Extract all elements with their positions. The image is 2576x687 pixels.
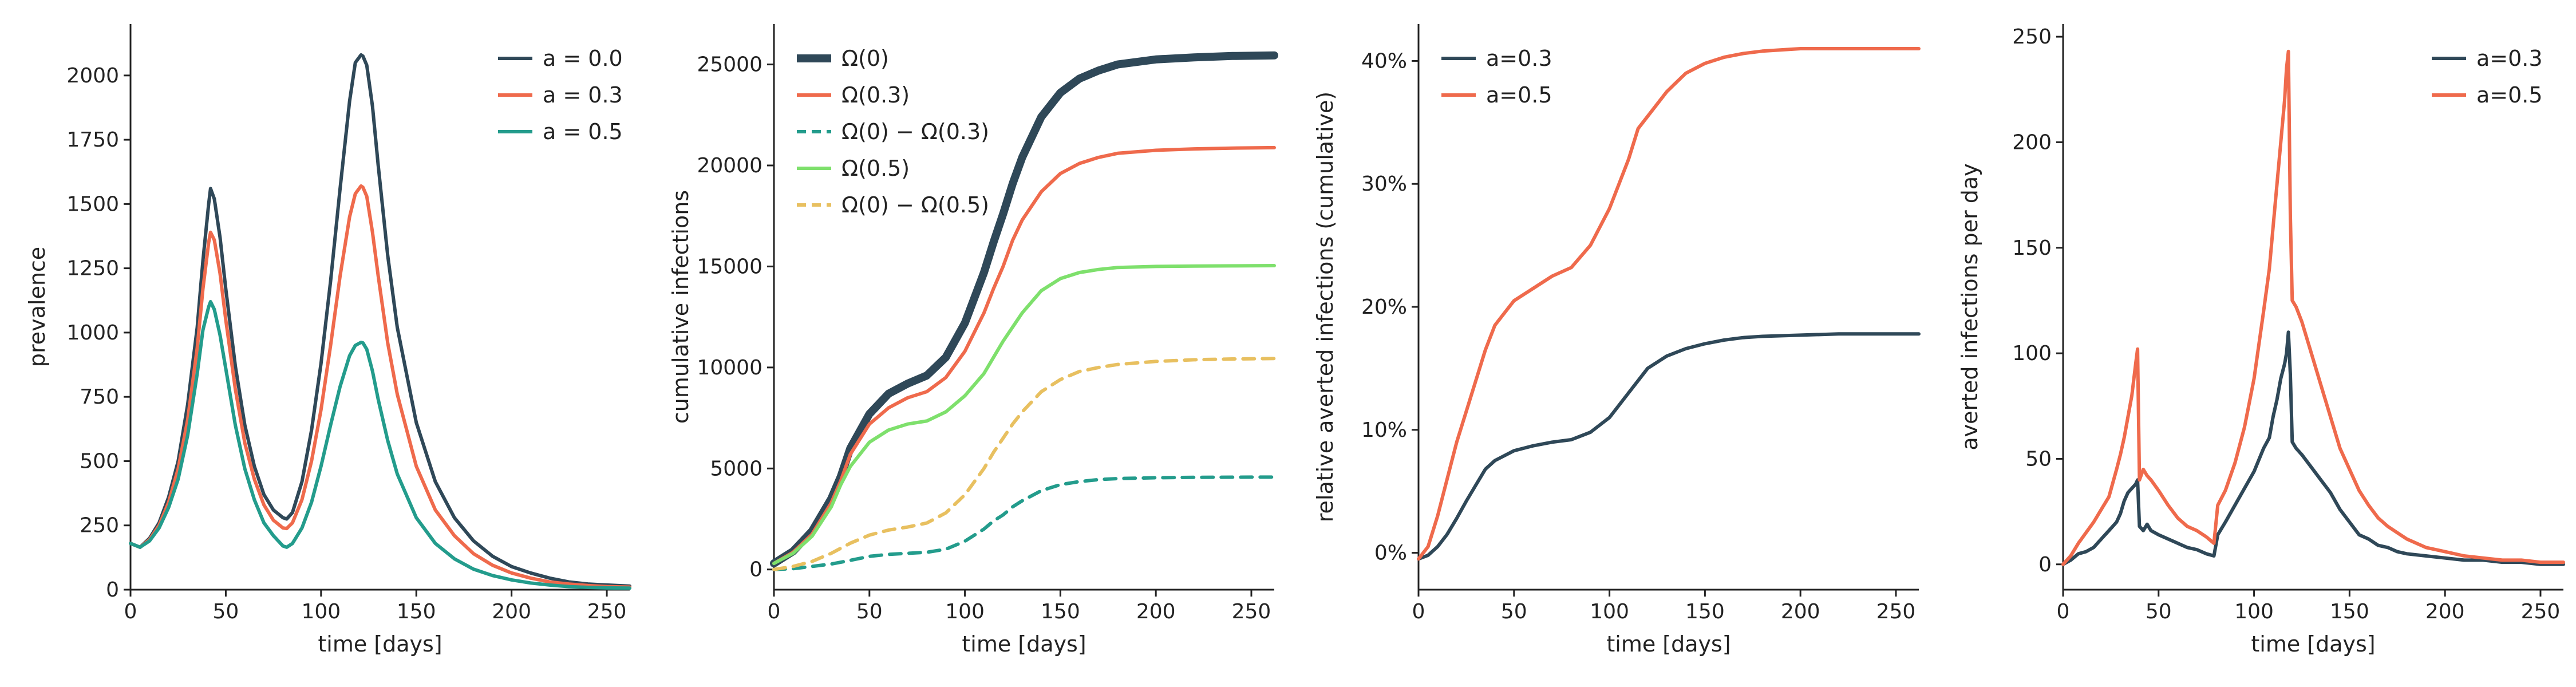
y-tick-label: 1250 <box>66 257 119 281</box>
x-tick-label: 250 <box>1232 600 1271 623</box>
x-tick-label: 50 <box>213 600 239 623</box>
y-axis-label: cumulative infections <box>668 190 693 424</box>
panel-averted-per-day: 0 50 100 150 200 250 0 50 100 150 200 250 time [days… <box>1957 24 2565 657</box>
x-tick-label: 50 <box>856 600 883 623</box>
y-tick-label: 10000 <box>697 356 762 380</box>
x-tick-label: 200 <box>2425 600 2465 623</box>
legend: a=0.3 a=0.5 <box>2432 46 2543 108</box>
x-tick-label: 200 <box>1781 600 1820 623</box>
legend: Ω(0) Ω(0.3) Ω(0) − Ω(0.3) Ω(0.5) Ω(0) − Ω(0.… <box>797 46 989 218</box>
y-tick-label: 30% <box>1361 172 1407 196</box>
y-tick-label: 100 <box>2012 342 2052 365</box>
y-tick-label: 1500 <box>66 192 119 216</box>
legend-label: Ω(0) − Ω(0.5) <box>841 192 989 218</box>
x-tick-label: 200 <box>492 600 531 623</box>
y-tick-label: 250 <box>80 514 119 538</box>
x-tick-label: 100 <box>2234 600 2274 623</box>
panel-prevalence: 0 50 100 150 200 250 0 250 500 750 1000 1250 1500 175… <box>25 24 631 657</box>
x-axis-label: time [days] <box>318 631 442 657</box>
x-axis-label: time [days] <box>962 631 1086 657</box>
legend-label: Ω(0.5) <box>841 156 910 181</box>
legend-label: a=0.5 <box>2476 82 2543 108</box>
x-tick-label: 0 <box>768 600 781 623</box>
x-tick-label: 150 <box>2330 600 2369 623</box>
y-tick-label: 0 <box>106 578 119 602</box>
y-tick-label: 0 <box>749 558 762 582</box>
legend-label: a=0.3 <box>1486 46 1552 71</box>
x-tick-label: 150 <box>1685 600 1725 623</box>
series-line <box>1417 332 1921 561</box>
x-axis-label: time [days] <box>2251 631 2375 657</box>
y-tick-label: 20% <box>1361 295 1407 319</box>
panel-cumulative-infections: 0 50 100 150 200 250 0 5000 10000 15000 20000 25000… <box>668 24 1278 657</box>
series-line <box>772 145 1276 566</box>
y-tick-label: 500 <box>80 449 119 473</box>
y-tick-label: 750 <box>80 385 119 409</box>
x-tick-label: 250 <box>2521 600 2561 623</box>
series-line <box>1417 47 1921 561</box>
y-tick-label: 2000 <box>66 64 119 88</box>
x-tick-label: 0 <box>2057 600 2070 623</box>
x-tick-label: 200 <box>1136 600 1176 623</box>
x-tick-label: 100 <box>301 600 341 623</box>
series-line <box>772 264 1276 566</box>
legend-label: a=0.5 <box>1486 82 1552 108</box>
legend-label: a = 0.3 <box>543 82 623 108</box>
legend-label: Ω(0.3) <box>841 82 910 108</box>
x-tick-label: 250 <box>587 600 627 623</box>
x-axis-label: time [days] <box>1606 631 1730 657</box>
y-tick-label: 200 <box>2012 131 2052 154</box>
y-tick-label: 250 <box>2012 25 2052 49</box>
series-line <box>2061 330 2565 566</box>
y-tick-label: 0 <box>2038 553 2052 577</box>
x-tick-label: 100 <box>945 600 985 623</box>
y-tick-label: 1750 <box>66 128 119 152</box>
legend: a = 0.0 a = 0.3 a = 0.5 <box>498 46 623 144</box>
legend-label: Ω(0) <box>841 46 889 71</box>
x-tick-label: 100 <box>1590 600 1629 623</box>
y-axis-label: averted infections per day <box>1957 163 1982 450</box>
y-tick-label: 10% <box>1361 418 1407 442</box>
x-tick-label: 150 <box>397 600 436 623</box>
x-tick-label: 50 <box>1501 600 1527 623</box>
y-tick-label: 20000 <box>697 154 762 177</box>
y-tick-label: 5000 <box>710 457 762 480</box>
y-tick-label: 0% <box>1374 542 1407 565</box>
x-tick-label: 0 <box>1412 600 1425 623</box>
series-line <box>129 184 631 589</box>
y-tick-label: 25000 <box>697 53 762 77</box>
legend-label: a = 0.5 <box>543 119 623 144</box>
series-line <box>772 475 1276 571</box>
series-line <box>129 53 631 588</box>
series-line <box>2061 49 2565 566</box>
legend: a=0.3 a=0.5 <box>1441 46 1552 108</box>
x-tick-label: 250 <box>1876 600 1916 623</box>
panel-relative-averted: 0 50 100 150 200 250 0% 10% 20% 30% 40% time [days]… <box>1313 24 1921 657</box>
y-tick-label: 50 <box>2025 447 2052 471</box>
y-tick-label: 150 <box>2012 236 2052 260</box>
legend-label: a = 0.0 <box>543 46 623 71</box>
y-axis-label: prevalence <box>25 247 50 367</box>
x-tick-label: 150 <box>1041 600 1080 623</box>
x-tick-label: 0 <box>124 600 137 623</box>
y-tick-label: 1000 <box>66 321 119 345</box>
x-tick-label: 50 <box>2146 600 2172 623</box>
y-tick-label: 40% <box>1361 49 1407 73</box>
y-axis-label: relative averted infections (cumulative) <box>1313 92 1338 523</box>
series-line <box>772 357 1276 571</box>
series-line <box>129 300 631 590</box>
y-tick-label: 15000 <box>697 255 762 278</box>
legend-label: a=0.3 <box>2476 46 2543 71</box>
legend-label: Ω(0) − Ω(0.3) <box>841 119 989 144</box>
